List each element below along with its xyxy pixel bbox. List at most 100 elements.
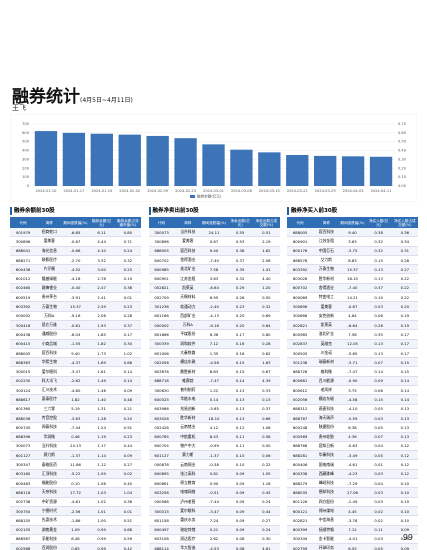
y-tick-label: 400 [22,149,30,153]
table-cell: 0.17 [391,348,418,359]
table-cell: 0.21 [114,404,141,414]
table-cell: 688578 [287,255,314,266]
table-cell: 爱美客 [313,301,340,312]
table-row: 600248 陕建股份 6.38 0.05 0.13 [287,422,418,433]
table-cell: 0.02 [365,506,392,517]
table-cell: 688005 [287,228,314,238]
table-cell: 0.37 [365,283,392,294]
table-row: 688312 燕麦科技 -4.10 0.05 0.13 [287,404,418,414]
table-cell: -0.99 [200,441,228,452]
table-cell: -0.67 [339,301,366,312]
table-cell: 14.21 [339,292,366,303]
table-cell: 唯赛勃 [174,376,201,387]
table-row: 603258 电魂网络 -0.51 0.09 0.45 [148,487,280,498]
bar [314,155,337,186]
table-cell: 川金诺 [313,348,340,359]
table-block: 融券净卖出前30股 代码 简称 期间涨跌幅(%) 净卖出额(亿元) 净卖出额占成交额(%)… [148,207,280,550]
column-header: 简称 [313,217,340,228]
table-cell: -0.63 [339,441,366,452]
table-cell: 603160 [10,469,37,480]
column-header: 期间涨跌幅(%) [339,217,366,228]
table-row: 600765 中航重机 8.43 0.11 0.58 [148,432,280,442]
table-cell: 601127 [148,450,175,461]
table-cell: 0.17 [227,329,254,340]
table-row: 603026 胜华新材 18.10 0.13 0.22 [287,273,418,284]
table-cell: 688114 [148,543,175,550]
table-cell: -7.44 [62,422,89,433]
table-cell: 0.35 [227,264,254,275]
table-cell: 0.26 [365,320,392,331]
table-cell: 1.82 [62,394,89,405]
x-tick-label: 2024-01-10 [36,189,58,193]
table-cell: 24.13 [62,441,89,452]
table-cell: 驰宏锌锗 [174,525,201,535]
table-cell: 昆仑万维 [36,320,63,331]
y-tick-label: 200 [22,166,30,170]
table-cell: 0.46 [62,432,89,442]
table-row: 603876 鼎胜新材 8.83 0.15 0.67 [148,366,280,377]
table-cell: 3.63 [200,273,228,284]
table-cell: 0.15 [365,394,392,405]
header-row: 代码 简称 期间涨跌幅(%) 净买入额(亿元) 净买入额占成交额(%) [287,217,418,228]
table-row: 601006 大秦铁路 1.35 0.16 0.62 [148,348,280,359]
table-cell: 小商品城 [36,339,63,349]
table-cell: 600745 [10,422,37,433]
header-row: 代码 简称 期间涨跌幅(%) 融券余额(亿元) 融券余额占流通市值(%) [10,217,141,228]
table-cell: 0.09 [227,525,254,535]
table-cell: 0.51 [253,228,280,238]
table-cell: 0.13 [227,413,254,424]
table-cell: 5.14 [200,394,228,405]
table-cell: 德邦科技 [313,487,340,498]
table-cell: 0.09 [227,515,254,526]
table-row: 603392 万泰生物 15.37 0.13 0.27 [287,264,418,275]
table-cell: -2.56 [62,506,89,517]
table-cell: 1.93 [88,320,115,331]
table-cell: 0.19 [391,311,418,321]
table-row: 002821 中信海直 -3.78 0.02 0.10 [287,515,418,526]
table-cell: 1.40 [88,394,115,405]
table-cell: 5.19 [62,404,89,414]
table-cell: 燕麦科技 [313,404,340,414]
table-cell: 24.11 [200,228,228,238]
table-cell: 1.63 [253,357,280,368]
table-row: 600661 昂立教育 0.90 0.09 1.18 [148,478,280,489]
table-cell: 688155 [10,515,37,526]
table-row: 600176 中国巨石 -3.75 0.32 0.31 [287,246,418,256]
table-cell: -5.59 [339,413,366,424]
table-row: 300347 泰格医药 11.86 1.12 0.27 [10,459,141,470]
table-cell: 0.90 [200,478,228,489]
table-cell: 0.15 [227,366,254,377]
table-row: 300015 爱尔眼科 -3.47 1.61 0.14 [10,366,141,377]
table-cell: 0.25 [114,264,141,275]
table-cell: 1.82 [88,339,115,349]
table-cell: 300896 [287,301,314,312]
table-cell: 0.28 [253,339,280,349]
table-cell: 15.37 [62,301,89,312]
column-header: 融券余额占流通市值(%) [114,217,141,228]
x-tick-label: 2024-03-01 [203,189,224,193]
legend-label: 融券余额(亿元) [197,194,222,199]
data-table: 代码 简称 期间涨跌幅(%) 融券余额(亿元) 融券余额占流通市值(%) 001979 招商… [10,217,141,550]
x-tick-label: 2024-03-15 [259,189,280,193]
x-tick-label: 2024-03-08 [231,189,253,193]
table-cell: 0.19 [114,273,141,284]
y2-tick-label: 0.10 [398,175,407,179]
table-cell: 300339 [148,339,175,349]
table-cell: 0.37 [114,320,141,331]
table-cell: 1.02 [88,497,115,507]
header-row: 代码 简称 期间涨跌幅(%) 净卖出额(亿元) 净卖出额占成交额(%) [148,217,280,228]
table-cell: 0.09 [114,450,141,461]
table-cell: 1.02 [114,348,141,359]
table-cell: 0.09 [365,376,392,387]
table-row: 300418 昆仑万维 -0.61 1.93 0.37 [10,320,141,331]
table-cell: -7.47 [200,376,228,387]
table-cell: 0.01 [114,506,141,517]
table-cell: 5.21 [200,525,228,535]
table-cell: 688396 [10,432,37,442]
table-row: 002056 横店东磁 -4.56 0.15 1.63 [148,357,280,368]
x-tick-label: 2024-02-23 [175,189,196,193]
table-row: 600497 驰宏锌锗 5.21 0.09 0.24 [148,525,280,535]
table-cell: 0.03 [365,534,392,545]
table-cell: 600121 [287,506,314,517]
table-row: 600681 百川能源 -0.90 0.09 0.14 [287,376,418,387]
